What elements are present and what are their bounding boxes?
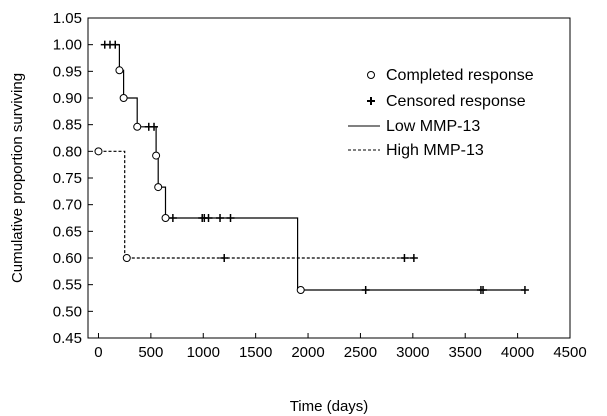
y-tick-label: 1.05 xyxy=(53,10,82,27)
legend-label-high: High MMP-13 xyxy=(386,142,484,159)
markers-layer xyxy=(94,40,529,294)
x-tick-label: 1500 xyxy=(239,344,272,361)
y-axis: 0.45 0.50 0.55 0.60 0.65 0.70 0.75 0.80 0.85 0.90… xyxy=(53,10,93,347)
series-line-high-mmp-13 xyxy=(98,150,414,259)
censored-marker xyxy=(168,214,177,222)
event-marker xyxy=(152,151,161,160)
y-tick-label: 0.85 xyxy=(53,117,82,134)
censored-marker xyxy=(520,286,529,294)
y-tick-label: 0.80 xyxy=(53,143,82,160)
event-marker xyxy=(133,122,142,131)
x-tick-label: 0 xyxy=(94,344,102,361)
legend-plus-marker xyxy=(367,97,375,105)
x-tick-label: 2000 xyxy=(291,344,324,361)
censored-marker xyxy=(216,214,225,222)
event-marker xyxy=(94,147,103,156)
x-tick-label: 2500 xyxy=(344,344,377,361)
y-axis-title: Cumulative proportion surviving xyxy=(9,73,26,283)
event-marker xyxy=(161,214,170,222)
censored-marker xyxy=(400,254,409,262)
y-tick-label: 0.75 xyxy=(53,170,82,187)
legend-label-completed: Completed response xyxy=(386,67,534,84)
plot-frame xyxy=(87,17,571,339)
censored-marker xyxy=(204,214,213,222)
y-tick-label: 0.55 xyxy=(53,277,82,294)
censored-marker xyxy=(111,40,120,49)
x-tick-label: 500 xyxy=(138,344,163,361)
y-tick-label: 0.95 xyxy=(53,63,82,80)
event-marker xyxy=(296,286,305,294)
x-axis-title: Time (days) xyxy=(290,398,369,415)
event-marker xyxy=(154,183,163,192)
y-tick-label: 1.00 xyxy=(53,37,82,54)
censored-marker xyxy=(479,286,488,294)
censored-marker xyxy=(361,286,370,294)
legend-label-censored: Censored response xyxy=(386,93,526,110)
legend-circle-marker xyxy=(367,71,375,79)
y-tick-label: 0.65 xyxy=(53,223,82,240)
x-tick-label: 4000 xyxy=(501,344,534,361)
event-marker xyxy=(115,66,124,75)
y-tick-label: 0.60 xyxy=(53,250,82,267)
x-tick-label: 1000 xyxy=(187,344,220,361)
censored-marker xyxy=(220,254,229,262)
censored-marker xyxy=(226,214,235,222)
legend-label-low: Low MMP-13 xyxy=(386,118,480,135)
x-axis: 0 500 1000 1500 2000 2500 3000 3500 4000 4500 xyxy=(94,333,587,361)
event-marker xyxy=(119,94,128,102)
y-tick-label: 0.90 xyxy=(53,90,82,107)
event-marker xyxy=(122,254,131,262)
x-tick-label: 3000 xyxy=(396,344,429,361)
legend: Completed response Censored response Low… xyxy=(348,67,534,159)
y-tick-label: 0.45 xyxy=(53,330,82,347)
x-tick-label: 3500 xyxy=(449,344,482,361)
censored-marker xyxy=(409,254,418,262)
censored-marker xyxy=(150,122,159,131)
y-tick-label: 0.50 xyxy=(53,303,82,320)
x-tick-label: 4500 xyxy=(553,344,586,361)
y-tick-label: 0.70 xyxy=(53,197,82,214)
